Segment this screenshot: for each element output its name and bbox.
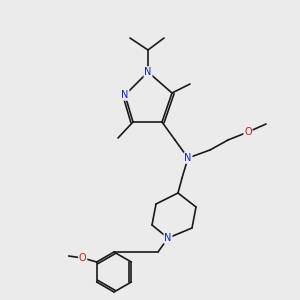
Text: N: N — [164, 233, 172, 243]
Text: O: O — [244, 127, 252, 137]
Text: N: N — [184, 153, 192, 163]
Text: N: N — [144, 67, 152, 77]
Text: N: N — [121, 90, 129, 100]
Text: O: O — [79, 253, 86, 263]
